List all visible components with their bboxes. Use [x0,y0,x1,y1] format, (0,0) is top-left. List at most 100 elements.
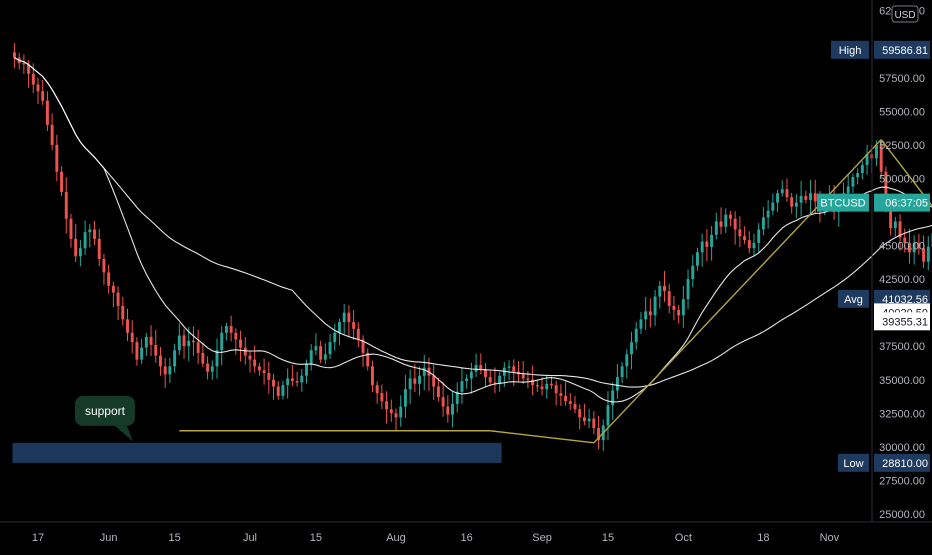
candle-body [239,340,242,348]
candle-body [672,306,675,310]
candle-body [724,215,727,227]
candle-body [258,366,261,370]
candle-body [107,272,110,285]
candle-body [894,221,897,228]
high-value: 59586.81 [882,45,928,57]
candle-body [423,368,426,376]
candle-body [60,172,63,192]
candle-body [206,364,209,372]
currency-label: USD [894,10,915,21]
candle-body [291,378,294,381]
y-tick-label: 37500.00 [879,341,925,353]
candle-body [333,333,336,342]
candle-body [564,396,567,401]
candle-body [522,374,525,378]
candle-body [639,319,642,328]
candle-body [536,385,539,386]
candle-body [263,370,266,373]
candle-body [55,145,58,172]
candle-body [409,378,412,389]
candle-body [385,401,388,409]
candle-body [121,306,124,319]
candle-body [691,266,694,279]
current-value: 06:37:05 [885,198,928,210]
candle-body [343,313,346,322]
y-tick-label: 30000.00 [879,442,925,454]
candle-body [809,193,812,200]
y-tick-label: 35000.00 [879,375,925,387]
candle-body [715,221,718,234]
candle-body [687,279,690,299]
candle-body [786,189,789,197]
candle-body [442,397,445,406]
candle-body [286,378,289,385]
candle-body [432,376,435,387]
candle-body [173,350,176,366]
candle-body [159,356,162,367]
candle-body [781,189,784,193]
candle-body [790,197,793,206]
candle-body [861,165,864,173]
x-tick-label: 15 [602,532,614,544]
candle-body [479,365,482,369]
candle-body [607,405,610,425]
candle-body [588,419,591,422]
low-value: 28810.00 [882,458,928,470]
candle-body [465,378,468,381]
x-tick-label: Nov [820,532,840,544]
candle-body [352,322,355,329]
x-tick-label: 15 [168,532,180,544]
low-tag-label: Low [843,458,863,470]
candle-body [267,373,270,380]
y-tick-label: 50000.00 [879,173,925,185]
candle-body [776,193,779,202]
candle-body [663,286,666,291]
high-tag-label: High [839,45,862,57]
candle-body [93,229,96,238]
candle-body [635,329,638,342]
candle-body [41,91,44,100]
candle-body [621,366,624,377]
candle-body [446,407,449,415]
candle-body [371,366,374,385]
candle-body [729,215,732,219]
candle-body [545,384,548,389]
candle-body [277,386,280,395]
candle-body [37,85,40,92]
candle-body [743,236,746,240]
candle-body [847,187,850,194]
candle-body [296,381,299,382]
support-zone [12,443,501,463]
candle-body [324,354,327,359]
candle-body [616,377,619,390]
candle-body [649,311,652,315]
candle-body [310,350,313,363]
candle-body [187,341,190,346]
y-tick-label: 25000.00 [879,509,925,521]
y-tick-label: 42500.00 [879,274,925,286]
y-tick-label: 45000.00 [879,241,925,253]
candle-body [253,360,256,367]
candle-body [630,342,633,354]
candle-body [748,240,751,248]
candle-body [98,239,101,259]
candle-body [74,239,77,256]
y-tick-label: 55000.00 [879,106,925,118]
candle-body [541,386,544,389]
candle-body [300,376,303,383]
candle-body [154,345,157,356]
candle-body [102,259,105,272]
candle-body [168,366,171,374]
candle-body [117,293,120,306]
candle-body [197,342,200,353]
candle-body [13,52,16,57]
y-tick-label: 52500.00 [879,140,925,152]
candle-body [234,333,237,340]
candle-body [559,393,562,396]
candle-body [668,291,671,306]
x-tick-label: 15 [310,532,322,544]
candle-body [390,409,393,413]
candle-body [244,348,247,356]
